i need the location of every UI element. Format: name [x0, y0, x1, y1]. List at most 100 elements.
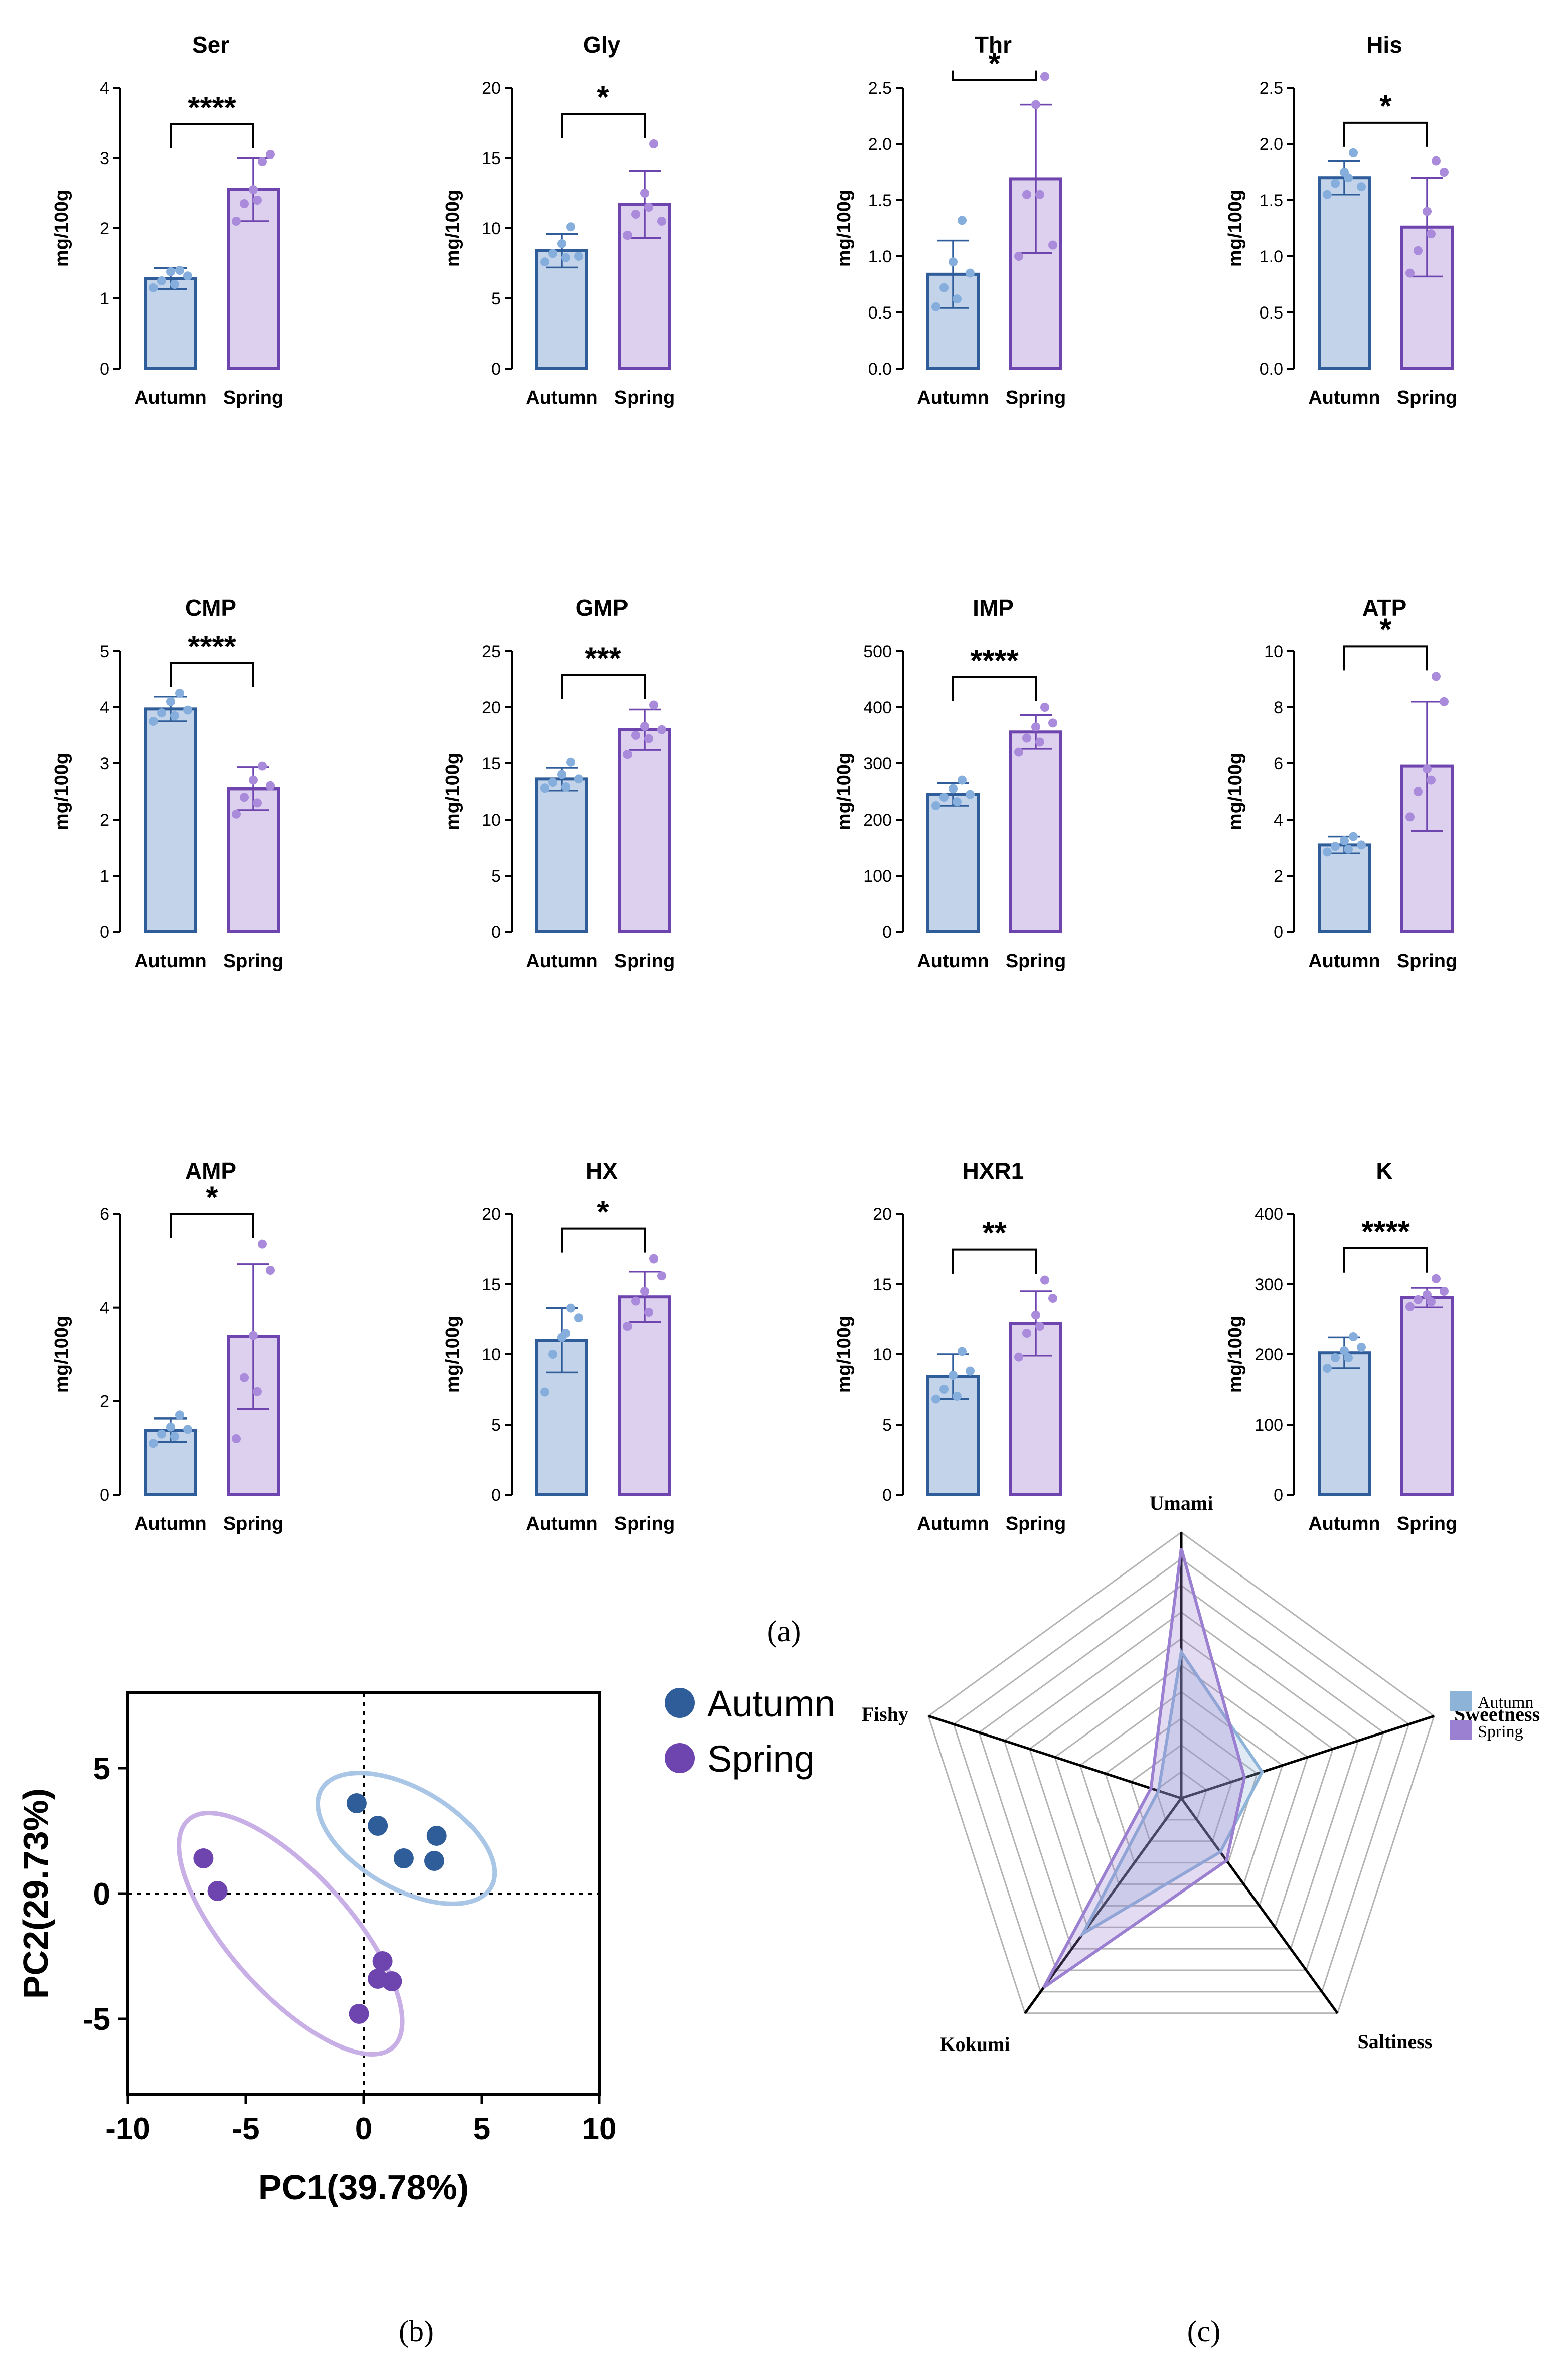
- data-point: [1331, 179, 1340, 188]
- y-tick-label: -5: [83, 2002, 110, 2037]
- data-point: [574, 1313, 583, 1323]
- radar-grid-ring: [927, 1531, 1435, 2014]
- data-point: [1423, 1290, 1432, 1299]
- bar-autumn: [1318, 843, 1371, 934]
- data-point: [631, 210, 640, 219]
- data-point: [644, 734, 653, 743]
- data-point: [1323, 847, 1332, 857]
- data-point: [966, 1366, 975, 1376]
- data-point: [958, 216, 967, 225]
- data-point: [1340, 1346, 1349, 1355]
- y-tick-label: 5: [93, 1752, 110, 1786]
- chart-title: AMP: [185, 1158, 236, 1184]
- y-tick-label: 5: [882, 1415, 892, 1435]
- x-tick-label-autumn: Autumn: [917, 1513, 989, 1534]
- data-point: [939, 1385, 949, 1394]
- data-point: [232, 217, 241, 226]
- data-point: [1040, 703, 1049, 712]
- data-point: [1035, 190, 1044, 199]
- legend-marker-spring: [665, 1743, 695, 1773]
- data-point: [540, 1387, 549, 1397]
- data-point: [1432, 672, 1441, 681]
- data-point: [953, 1392, 962, 1401]
- data-point: [249, 1331, 258, 1340]
- data-point: [566, 757, 575, 767]
- significance-stars: *: [988, 47, 1001, 81]
- radar-grid-ring: [953, 1558, 1410, 1993]
- y-tick-label: 0: [882, 1486, 892, 1505]
- data-point: [266, 1266, 275, 1275]
- data-point: [1031, 100, 1040, 109]
- significance-bracket: [952, 1248, 1037, 1274]
- chart-title: IMP: [973, 595, 1014, 621]
- radar-series-spring: [1042, 1548, 1246, 1989]
- radar-axis-label-saltiness: Saltiness: [1358, 2030, 1433, 2053]
- data-point: [1031, 1310, 1040, 1320]
- point-spring: [349, 2004, 369, 2024]
- radar-grid-ring: [1079, 1691, 1284, 1885]
- data-point: [958, 775, 967, 785]
- bar-chart-amp: AMP 0 2 4 6 mg/100g Autumn Spring *: [51, 1158, 283, 1534]
- data-point: [1423, 207, 1432, 216]
- data-point: [1022, 190, 1031, 199]
- data-point: [644, 203, 653, 212]
- data-point: [1048, 718, 1057, 728]
- data-point: [175, 689, 184, 698]
- bar-autumn: [144, 707, 197, 933]
- point-autumn: [426, 1826, 447, 1846]
- y-tick-label: 6: [1274, 754, 1283, 773]
- x-tick-label-autumn: Autumn: [1308, 951, 1380, 972]
- y-axis-label: PC2(29.73%): [16, 1788, 55, 1999]
- y-tick-label: 500: [863, 642, 892, 661]
- chart-title: HXR1: [963, 1158, 1024, 1184]
- legend-swatch-spring: [1450, 1720, 1472, 1740]
- y-tick-label: 400: [1255, 1205, 1283, 1224]
- data-point: [1357, 1343, 1366, 1352]
- x-tick-label: 0: [355, 2112, 372, 2146]
- chart-title: Gly: [583, 32, 621, 58]
- y-tick-label: 10: [873, 1345, 892, 1364]
- legend-label-autumn: Autumn: [707, 1683, 835, 1724]
- data-point: [644, 1308, 653, 1317]
- x-tick-label: -10: [105, 2112, 150, 2146]
- x-tick-label-spring: Spring: [1006, 387, 1066, 408]
- data-point: [240, 793, 249, 802]
- y-tick-label: 0: [1274, 923, 1283, 942]
- data-point: [1427, 775, 1436, 785]
- y-axis-label: mg/100g: [834, 753, 855, 830]
- y-tick-label: 4: [100, 698, 109, 717]
- legend-label-spring: Spring: [707, 1738, 815, 1780]
- data-point: [1014, 252, 1023, 261]
- data-point: [1344, 173, 1353, 183]
- legend-label-autumn: Autumn: [1478, 1693, 1533, 1712]
- data-point: [931, 801, 940, 810]
- pca-scatter-panel-b: -10 -5 0 5 10-505PC1(39.78%)PC2(29.73%)Autum…: [16, 1683, 835, 2207]
- radar-grid-ring: [1130, 1744, 1233, 1842]
- radar-grid-ring: [1028, 1638, 1334, 1928]
- y-tick-label: 15: [482, 1275, 501, 1294]
- y-axis-label: mg/100g: [51, 1316, 72, 1393]
- data-point: [649, 700, 658, 710]
- significance-bracket: [170, 1213, 254, 1238]
- data-point: [1414, 1295, 1423, 1304]
- data-point: [1432, 156, 1441, 166]
- significance-stars: *: [597, 1195, 609, 1230]
- data-point: [149, 1439, 158, 1448]
- y-tick-label: 0: [93, 1877, 110, 1912]
- x-tick-label-spring: Spring: [223, 951, 283, 972]
- point-autumn: [393, 1848, 414, 1868]
- data-point: [258, 761, 267, 771]
- data-point: [249, 185, 258, 194]
- significance-bracket: [952, 70, 1037, 81]
- y-tick-label: 3: [100, 149, 109, 168]
- data-point: [1440, 697, 1449, 706]
- data-point: [953, 294, 962, 304]
- y-tick-label: 10: [482, 1345, 501, 1364]
- significance-bracket: [170, 662, 254, 687]
- y-tick-label: 0: [100, 360, 109, 379]
- y-tick-label: 10: [482, 219, 501, 238]
- data-point: [170, 1432, 179, 1441]
- radar-axis-label-kokumi: Kokumi: [939, 2033, 1010, 2056]
- data-point: [557, 770, 566, 779]
- y-tick-label: 200: [1255, 1345, 1283, 1364]
